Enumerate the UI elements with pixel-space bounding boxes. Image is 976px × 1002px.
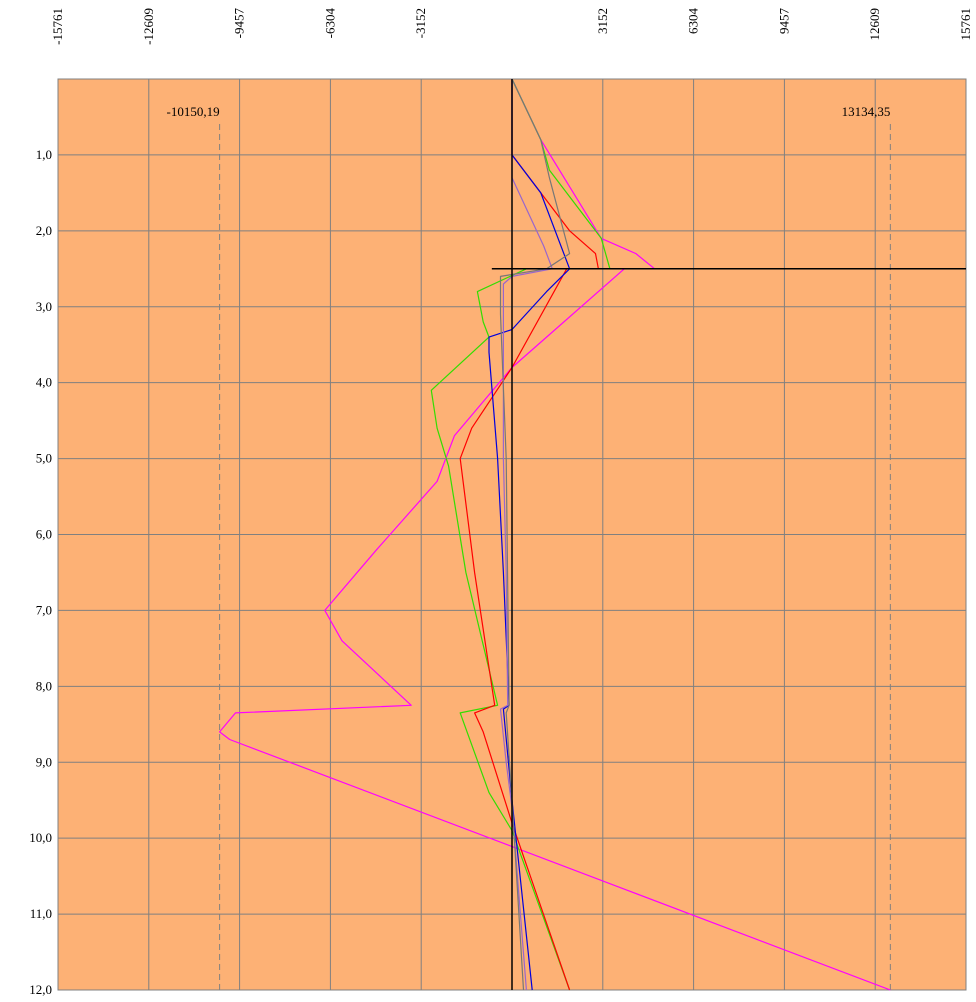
y-tick-label: 8,0 (36, 678, 52, 693)
y-tick-label: 12,0 (29, 982, 52, 997)
y-tick-label: 3,0 (36, 299, 52, 314)
y-tick-label: 4,0 (36, 375, 52, 390)
y-tick-label: 1,0 (36, 147, 52, 162)
y-tick-label: 10,0 (29, 830, 52, 845)
x-tick-labels: -15761 -12609 -9457 -6304 -3152 3152 6304 9457 1… (50, 8, 973, 45)
x-tick-label: 9457 (776, 8, 791, 35)
axes (491, 79, 966, 990)
y-tick-label: 9,0 (36, 754, 52, 769)
x-tick-label: -3152 (413, 8, 428, 38)
annotation-label: -10150,19 (167, 104, 220, 119)
y-tick-label: 2,0 (36, 223, 52, 238)
series-group (219, 78, 891, 991)
series-line-6 (499, 78, 571, 991)
series-line-2 (430, 78, 611, 991)
y-tick-labels: 1,0 2,0 3,0 4,0 5,0 6,0 7,0 8,0 9,0 10,0 11,0 12,0 (29, 147, 52, 997)
y-tick-label: 11,0 (30, 906, 52, 921)
annotation-label: 13134,35 (842, 104, 891, 119)
series-line-3 (459, 79, 600, 991)
y-tick-label: 6,0 (36, 527, 52, 542)
x-tick-label: 6304 (686, 8, 701, 35)
annotations: -10150,19 13134,35 (167, 104, 891, 119)
y-tick-label: 5,0 (36, 451, 52, 466)
x-tick-label: -12609 (141, 8, 156, 45)
x-tick-label: -9457 (232, 8, 247, 39)
series-line-4 (488, 79, 571, 991)
x-tick-label: -6304 (322, 8, 337, 39)
x-tick-label: -15761 (50, 8, 65, 45)
series-line-1 (219, 78, 891, 991)
x-tick-label: 15761 (958, 8, 973, 41)
y-tick-label: 7,0 (36, 602, 52, 617)
x-tick-label: 12609 (867, 8, 882, 41)
x-tick-label: 3152 (595, 8, 610, 34)
